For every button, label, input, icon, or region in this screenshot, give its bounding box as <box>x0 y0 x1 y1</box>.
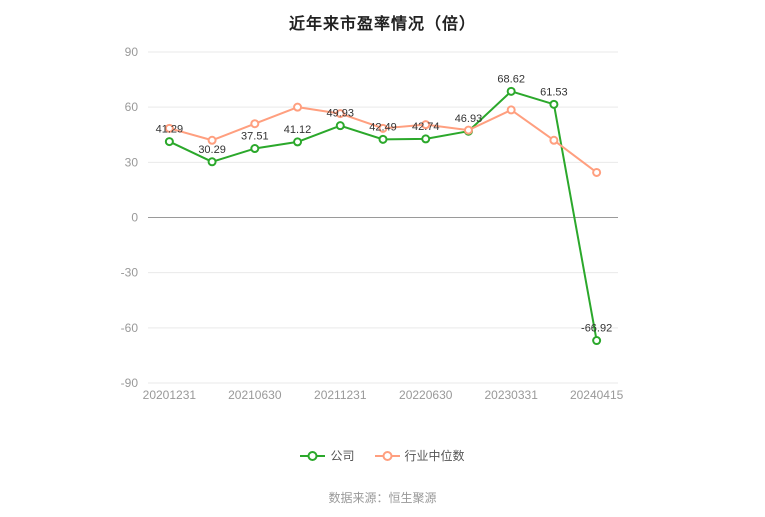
data-point-series-1[interactable] <box>592 167 602 177</box>
legend-item-industry-median[interactable]: 行业中位数 <box>374 447 465 464</box>
x-tick-label: 20211231 <box>314 388 367 402</box>
data-point-series-1[interactable] <box>293 102 303 112</box>
data-point-series-0[interactable] <box>506 86 516 96</box>
data-point-series-1[interactable] <box>463 125 473 135</box>
data-point-series-1[interactable] <box>164 123 174 133</box>
data-source-note: 数据来源：恒生聚源 <box>328 491 437 505</box>
data-label: 49.93 <box>327 108 355 120</box>
x-tick-label: 20210630 <box>228 388 282 402</box>
pe-ratio-line-chart: 90 60 30 0 -30 -60 -90 20201231 20210630 20211231… <box>121 45 624 402</box>
data-label: -66.92 <box>581 323 612 335</box>
data-label: 46.93 <box>455 113 483 125</box>
data-label: 68.62 <box>497 73 525 85</box>
x-tick-label: 20240415 <box>570 388 624 402</box>
data-label: 42.49 <box>369 121 397 133</box>
y-tick-label: -90 <box>121 376 139 390</box>
data-point-series-0[interactable] <box>335 121 345 131</box>
chart-legend: 公司 行业中位数 <box>0 447 765 464</box>
data-point-series-0[interactable] <box>164 137 174 147</box>
y-tick-label: -60 <box>121 321 139 335</box>
data-point-series-1[interactable] <box>378 123 388 133</box>
company-line-marker-icon <box>300 450 326 461</box>
data-point-series-0[interactable] <box>378 134 388 144</box>
data-point-series-1[interactable] <box>421 120 431 130</box>
data-point-series-0[interactable] <box>207 157 217 167</box>
data-label: 37.51 <box>241 131 269 143</box>
data-point-series-0[interactable] <box>592 336 602 346</box>
data-point-series-0[interactable] <box>421 134 431 144</box>
data-point-series-1[interactable] <box>250 119 260 129</box>
legend-item-company[interactable]: 公司 <box>300 447 355 464</box>
x-tick-label: 20201231 <box>143 388 197 402</box>
data-point-series-1[interactable] <box>207 135 217 145</box>
industry-median-line-marker-icon <box>374 450 400 461</box>
data-label: 42.74 <box>412 121 440 133</box>
data-point-series-0[interactable] <box>250 144 260 154</box>
data-point-series-0[interactable] <box>293 137 303 147</box>
y-tick-label: 30 <box>125 155 139 169</box>
y-tick-label: -30 <box>121 266 139 280</box>
data-point-series-1[interactable] <box>335 109 345 119</box>
legend-label-industry-median: 行业中位数 <box>404 449 465 463</box>
data-label: 41.29 <box>156 124 184 136</box>
legend-label-company: 公司 <box>330 449 355 463</box>
data-point-series-1[interactable] <box>506 105 516 115</box>
data-label: 30.29 <box>198 144 226 156</box>
x-tick-label: 20230331 <box>484 388 538 402</box>
x-tick-label: 20220630 <box>399 388 453 402</box>
data-label: 41.12 <box>284 124 312 136</box>
y-tick-label: 60 <box>125 100 139 114</box>
y-tick-label: 90 <box>125 45 139 59</box>
chart-title: 近年来市盈率情况（倍） <box>288 16 476 33</box>
data-label: 61.53 <box>540 86 568 98</box>
data-point-series-0[interactable] <box>549 99 559 109</box>
data-point-series-1[interactable] <box>549 135 559 145</box>
y-tick-label: 0 <box>131 211 138 225</box>
